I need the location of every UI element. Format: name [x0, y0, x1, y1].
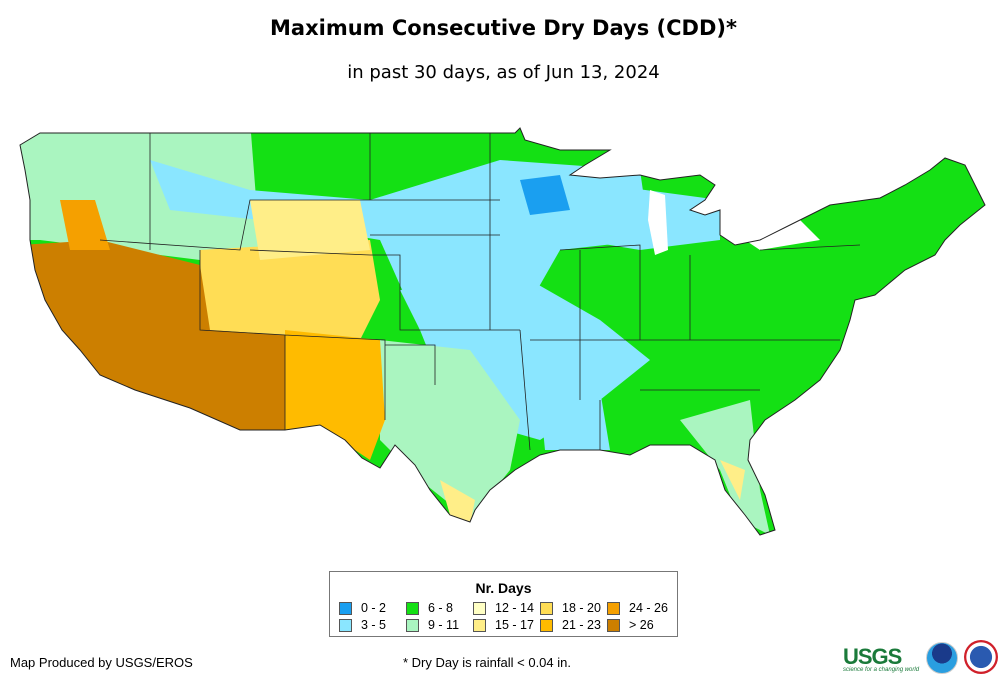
region-new-mexico [285, 330, 385, 460]
usgs-tagline: science for a changing world [843, 667, 920, 673]
legend-item: 21 - 23 [540, 618, 601, 632]
legend-swatch [540, 618, 553, 632]
noaa-logo [926, 642, 958, 674]
legend-label: 18 - 20 [562, 601, 601, 615]
legend-swatch [540, 601, 553, 615]
legend-label: > 26 [629, 618, 654, 632]
region-wyoming [250, 200, 370, 260]
lake-michigan [648, 190, 668, 255]
state-borders [99, 133, 861, 451]
legend-item: > 26 [607, 618, 654, 632]
legend-swatch [607, 618, 620, 632]
legend-swatch [339, 601, 352, 615]
legend-item: 0 - 2 [339, 601, 386, 615]
region-florida-dry [720, 460, 745, 500]
region-south-texas [440, 480, 475, 525]
legend-swatch [607, 601, 620, 615]
legend-label: 9 - 11 [428, 618, 460, 632]
legend-item: 24 - 26 [607, 601, 668, 615]
legend-swatch [406, 601, 419, 615]
legend-label: 0 - 2 [361, 601, 387, 615]
legend-label: 21 - 23 [562, 618, 601, 632]
legend-swatch [406, 618, 419, 632]
map-title: Maximum Consecutive Dry Days (CDD)* [270, 16, 737, 40]
nws-logo [964, 640, 998, 674]
map-credit: Map Produced by USGS/EROS [10, 655, 193, 670]
legend-item: 9 - 11 [406, 618, 459, 632]
region-0-2 [520, 175, 570, 215]
legend-label: 15 - 17 [495, 618, 534, 632]
legend-label: 24 - 26 [629, 601, 668, 615]
map-subtitle: in past 30 days, as of Jun 13, 2024 [347, 62, 660, 83]
region-louisiana [540, 390, 610, 450]
legend-swatch [473, 601, 486, 615]
legend-item: 3 - 5 [339, 618, 386, 632]
region-great-lakes [570, 180, 720, 250]
legend-item: 6 - 8 [406, 601, 453, 615]
legend-label: 12 - 14 [495, 601, 534, 615]
legend-title: Nr. Days [475, 580, 532, 596]
legend-label: 6 - 8 [428, 601, 454, 615]
legend-item: 12 - 14 [473, 601, 534, 615]
dry-day-note: * Dry Day is rainfall < 0.04 in. [403, 655, 571, 670]
legend-swatch [339, 618, 352, 632]
legend-item: 15 - 17 [473, 618, 534, 632]
legend-label: 3 - 5 [361, 618, 387, 632]
region-southwest [20, 240, 285, 430]
legend-swatch [473, 618, 486, 632]
region-rockies [200, 240, 380, 340]
usgs-logo: USGS [843, 644, 902, 669]
region-oregon [60, 200, 110, 250]
legend: Nr. Days 0 - 2 3 - 5 6 - 8 9 - 11 12 - 14 15 … [329, 571, 678, 637]
legend-item: 18 - 20 [540, 601, 601, 615]
